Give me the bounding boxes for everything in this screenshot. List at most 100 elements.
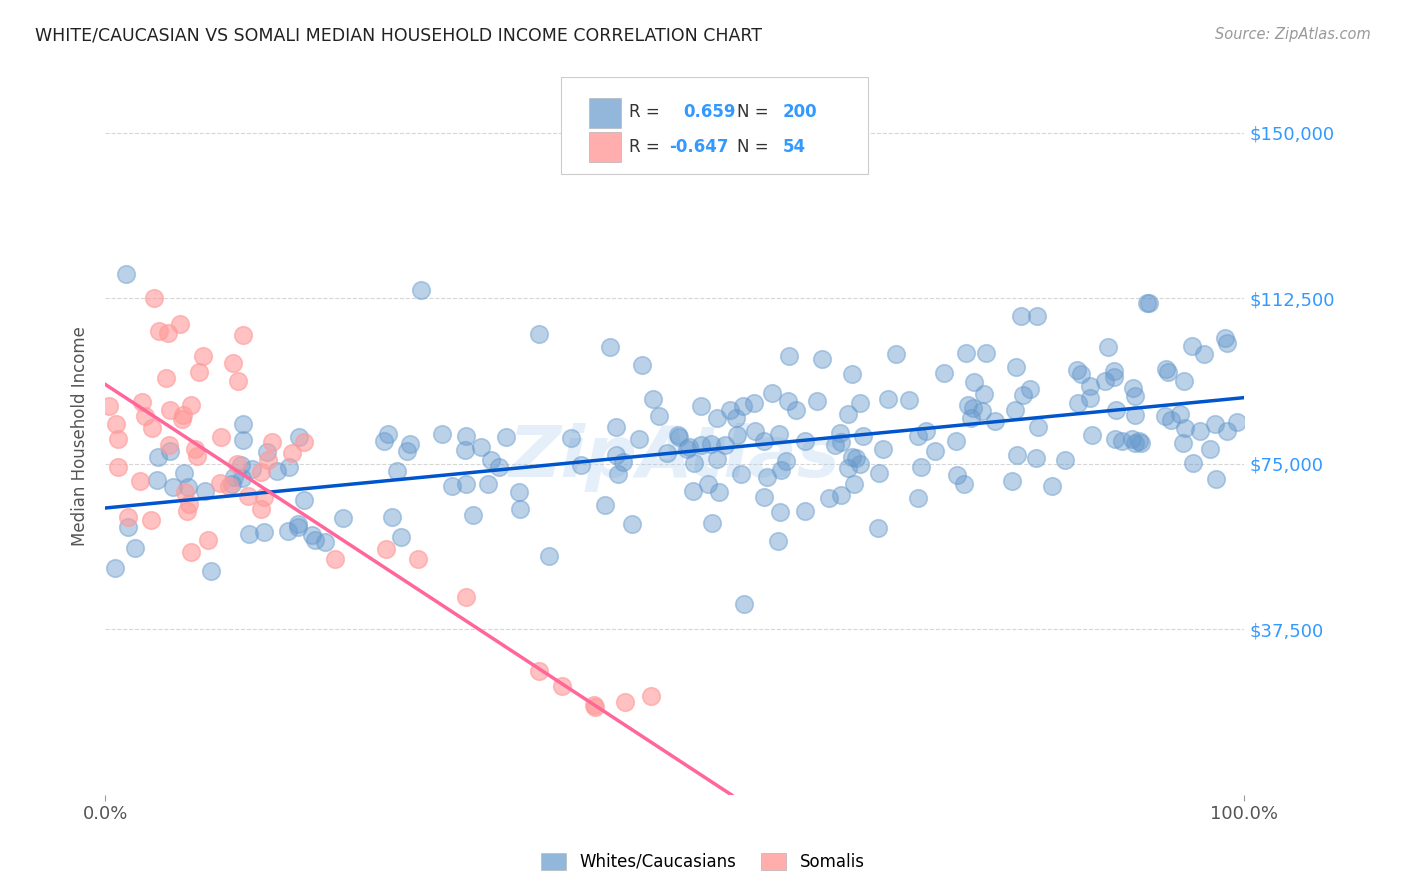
Point [225, 457, 247, 471]
Point [277, 524, 299, 539]
Point [385, 464, 408, 478]
Point [292, 493, 315, 508]
Point [454, 590, 477, 604]
Point [849, 395, 872, 409]
Point [752, 434, 775, 448]
Point [1012, 387, 1035, 401]
Point [569, 458, 592, 473]
Point [973, 387, 995, 401]
Point [811, 352, 834, 367]
Point [841, 450, 863, 464]
Point [1111, 434, 1133, 449]
Point [583, 699, 606, 714]
Point [148, 450, 170, 464]
Point [770, 463, 793, 477]
Point [249, 465, 271, 479]
Point [884, 347, 907, 361]
Point [700, 516, 723, 530]
Point [768, 426, 790, 441]
Point [775, 453, 797, 467]
Point [281, 446, 304, 460]
Point [253, 490, 276, 504]
Point [725, 411, 748, 425]
Point [399, 436, 422, 450]
Point [509, 502, 531, 516]
Point [238, 489, 260, 503]
Point [1080, 428, 1102, 442]
Point [776, 393, 799, 408]
Point [1137, 295, 1160, 310]
Point [197, 533, 219, 548]
Point [256, 445, 278, 459]
Point [256, 452, 278, 467]
Point [866, 521, 889, 535]
Point [411, 283, 433, 297]
Text: 0.659: 0.659 [683, 103, 735, 121]
Point [479, 453, 502, 467]
Text: R =: R = [630, 138, 665, 156]
Point [488, 460, 510, 475]
Point [209, 430, 232, 444]
Y-axis label: Median Household Income: Median Household Income [72, 326, 89, 546]
Point [868, 467, 890, 481]
Point [733, 597, 755, 611]
Point [1216, 335, 1239, 350]
Point [1129, 435, 1152, 450]
Point [666, 428, 689, 442]
Point [955, 346, 977, 360]
Point [1160, 413, 1182, 427]
Point [1121, 432, 1143, 446]
Point [380, 509, 402, 524]
Point [266, 464, 288, 478]
Point [818, 491, 841, 505]
Point [593, 498, 616, 512]
Point [769, 505, 792, 519]
Point [231, 471, 253, 485]
Point [278, 460, 301, 475]
Point [124, 541, 146, 556]
Point [1053, 453, 1076, 467]
Point [1128, 434, 1150, 449]
Point [1156, 362, 1178, 376]
Point [240, 462, 263, 476]
Point [1094, 374, 1116, 388]
Point [508, 484, 530, 499]
Point [551, 680, 574, 694]
Point [232, 433, 254, 447]
Point [141, 421, 163, 435]
Text: R =: R = [630, 103, 665, 121]
Point [156, 326, 179, 340]
Point [157, 437, 180, 451]
Point [706, 451, 728, 466]
Point [1105, 402, 1128, 417]
Point [794, 434, 817, 448]
Point [830, 435, 852, 450]
Point [1205, 472, 1227, 486]
Point [689, 438, 711, 452]
Point [1010, 309, 1032, 323]
Point [180, 545, 202, 559]
Point [134, 409, 156, 423]
Point [98, 399, 121, 413]
Point [612, 455, 634, 469]
Point [1097, 340, 1119, 354]
Point [1025, 450, 1047, 465]
Point [218, 479, 240, 493]
Point [172, 412, 194, 426]
Point [837, 408, 859, 422]
Point [1154, 409, 1177, 423]
Point [872, 442, 894, 456]
Point [183, 442, 205, 457]
Point [287, 520, 309, 534]
Point [778, 349, 800, 363]
Point [176, 504, 198, 518]
Point [174, 484, 197, 499]
Point [139, 513, 162, 527]
Point [107, 432, 129, 446]
Point [470, 440, 492, 454]
Point [304, 533, 326, 547]
Point [172, 408, 194, 422]
Point [962, 401, 984, 416]
Point [1070, 367, 1092, 381]
Point [408, 552, 430, 566]
